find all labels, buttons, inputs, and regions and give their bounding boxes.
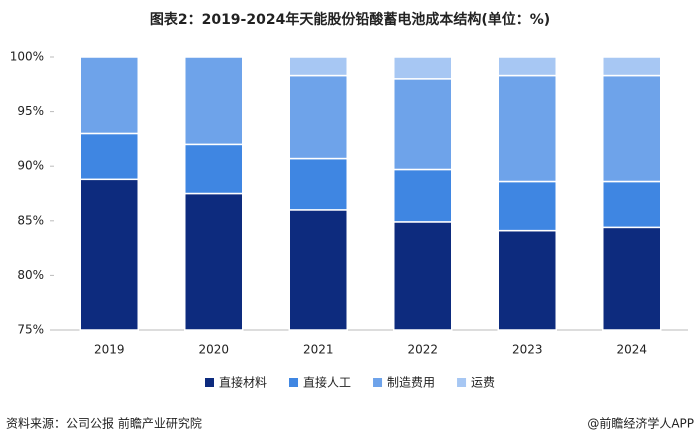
x-tick-label: 2019	[94, 343, 125, 357]
bar-segment	[393, 56, 453, 80]
y-tick-label: 100%	[10, 50, 44, 64]
legend-label: 制造费用	[387, 376, 435, 390]
legend-swatch	[457, 378, 467, 387]
bar-segment	[184, 143, 244, 195]
x-tick-label: 2024	[616, 343, 647, 357]
y-tick-label: 95%	[17, 104, 44, 118]
y-tick-label: 80%	[17, 268, 44, 282]
bar-segment	[79, 56, 139, 135]
bar-segment	[288, 74, 348, 160]
x-tick-label: 2021	[303, 343, 334, 357]
bar-segment	[602, 180, 662, 229]
bar-segment	[497, 180, 557, 232]
bar-segment	[602, 56, 662, 77]
bar-segment	[393, 221, 453, 331]
y-tick-label: 75%	[17, 323, 44, 337]
bar-segment	[79, 178, 139, 331]
bar-segment	[497, 229, 557, 331]
source: 资料来源：公司公报 前瞻产业研究院	[6, 416, 202, 431]
x-tick-label: 2023	[512, 343, 543, 357]
y-tick-label: 85%	[17, 213, 44, 227]
y-tick-label: 90%	[17, 159, 44, 173]
bar-segment	[393, 78, 453, 171]
bar-segment	[184, 192, 244, 331]
bar-segment	[184, 56, 244, 146]
bar-segment	[288, 157, 348, 211]
legend-label: 直接材料	[219, 375, 267, 390]
legend-swatch	[373, 378, 383, 387]
credit: @前瞻经济学人APP	[587, 416, 694, 431]
bar-segment	[393, 168, 453, 223]
bar-segment	[497, 74, 557, 183]
bar-segment	[497, 56, 557, 77]
x-tick-label: 2022	[407, 343, 438, 357]
bar-segment	[602, 226, 662, 331]
legend-label: 运费	[471, 376, 495, 390]
legend-label: 直接人工	[303, 375, 351, 390]
chart-title: 图表2：2019-2024年天能股份铅酸蓄电池成本结构(单位：%)	[150, 11, 550, 28]
x-tick-label: 2020	[198, 343, 229, 357]
legend-swatch	[205, 378, 214, 387]
legend-swatch	[289, 378, 299, 387]
bar-segment	[79, 132, 139, 181]
bar-segment	[288, 209, 348, 331]
bar-segment	[288, 56, 348, 77]
bar-segment	[602, 74, 662, 183]
